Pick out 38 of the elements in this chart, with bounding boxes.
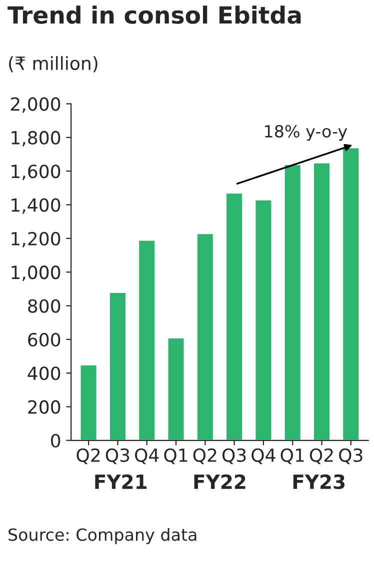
bar: [312, 162, 331, 440]
bar: [225, 192, 244, 440]
x-tick-label: Q4: [252, 448, 276, 464]
source-note: Source: Company data: [8, 528, 196, 544]
bar: [79, 364, 98, 440]
y-tick-label: 0: [51, 434, 60, 448]
x-tick-label: Q1: [280, 448, 304, 464]
text: FY22: [194, 474, 246, 489]
annotation: 18% y-o-y: [265, 124, 348, 141]
y-tick-label: 1,200: [12, 232, 60, 248]
bar: [196, 232, 214, 440]
text: FY21: [95, 474, 146, 489]
y-tick-label: 800: [28, 299, 60, 313]
x-tick-label: Q3: [339, 448, 362, 464]
chart-title: Trend in consol Ebitda: [8, 6, 301, 24]
bar: [138, 239, 156, 440]
x-tick-label: Q2: [310, 448, 333, 464]
y-tick-label: 200: [28, 400, 60, 414]
x-tick-label: Q2: [193, 448, 216, 464]
y-tick-label: 1,000: [12, 266, 60, 282]
bar: [166, 337, 186, 440]
y-axis-title: (₹ million): [9, 56, 98, 72]
y-tick-label: 2,000: [10, 97, 60, 113]
y-tick-label: 1,400: [12, 198, 60, 214]
text: FY23: [293, 474, 344, 490]
y-tick-label: 1,800: [12, 130, 60, 146]
x-tick-label: Q3: [106, 448, 130, 464]
x-tick-label: Q2: [76, 448, 100, 464]
bar: [342, 146, 360, 440]
y-tick-label: 600: [28, 332, 60, 347]
y-tick-label: 400: [28, 366, 60, 380]
x-tick-label: Q3: [222, 448, 246, 464]
bar: [108, 292, 127, 440]
x-tick-label: Q1: [164, 448, 188, 464]
x-tick-label: Q4: [135, 448, 159, 464]
y-tick-label: 1,600: [12, 164, 60, 180]
bar: [254, 199, 273, 440]
bar: [283, 164, 302, 440]
